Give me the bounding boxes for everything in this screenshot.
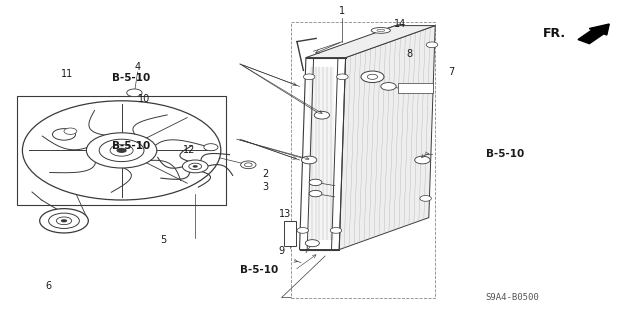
Circle shape bbox=[244, 163, 252, 167]
Circle shape bbox=[64, 128, 77, 134]
Circle shape bbox=[182, 160, 208, 173]
Circle shape bbox=[193, 165, 198, 168]
Text: 6: 6 bbox=[45, 281, 51, 292]
Circle shape bbox=[314, 111, 330, 119]
Text: 2: 2 bbox=[262, 169, 269, 180]
Polygon shape bbox=[339, 26, 435, 250]
Text: B-5-10: B-5-10 bbox=[486, 148, 525, 159]
Circle shape bbox=[426, 42, 438, 48]
Circle shape bbox=[116, 148, 127, 153]
Ellipse shape bbox=[371, 28, 390, 33]
Text: 11: 11 bbox=[61, 68, 74, 79]
Circle shape bbox=[303, 74, 315, 80]
Circle shape bbox=[22, 101, 221, 200]
FancyArrow shape bbox=[578, 24, 609, 44]
Text: 3: 3 bbox=[262, 182, 269, 192]
Circle shape bbox=[420, 196, 431, 201]
Text: 8: 8 bbox=[406, 49, 413, 60]
Text: 5: 5 bbox=[160, 235, 166, 245]
Circle shape bbox=[49, 213, 79, 228]
Circle shape bbox=[361, 71, 384, 83]
Circle shape bbox=[204, 144, 218, 151]
Text: 9: 9 bbox=[278, 246, 285, 256]
Circle shape bbox=[367, 74, 378, 79]
Circle shape bbox=[241, 161, 256, 169]
Circle shape bbox=[305, 240, 319, 247]
Text: 13: 13 bbox=[278, 209, 291, 220]
Circle shape bbox=[52, 129, 76, 140]
Circle shape bbox=[309, 190, 322, 197]
Circle shape bbox=[56, 217, 72, 225]
Text: 14: 14 bbox=[394, 19, 406, 29]
Polygon shape bbox=[309, 67, 334, 240]
Circle shape bbox=[330, 228, 342, 233]
Bar bbox=[398, 83, 433, 93]
Circle shape bbox=[297, 228, 308, 233]
Circle shape bbox=[381, 83, 396, 90]
Text: 10: 10 bbox=[138, 94, 150, 104]
Text: B-5-10: B-5-10 bbox=[112, 140, 150, 151]
Circle shape bbox=[40, 209, 88, 233]
Bar bbox=[17, 96, 226, 205]
Circle shape bbox=[337, 74, 348, 80]
Circle shape bbox=[309, 179, 322, 186]
Text: 1: 1 bbox=[339, 6, 346, 16]
Text: FR.: FR. bbox=[543, 27, 566, 40]
Circle shape bbox=[86, 133, 157, 168]
Bar bbox=[291, 22, 435, 298]
Text: 7: 7 bbox=[448, 67, 454, 77]
Text: 12: 12 bbox=[182, 145, 195, 156]
Circle shape bbox=[110, 145, 133, 156]
Circle shape bbox=[61, 219, 67, 222]
Circle shape bbox=[99, 139, 144, 162]
Text: B-5-10: B-5-10 bbox=[240, 265, 278, 276]
Circle shape bbox=[127, 89, 142, 97]
Polygon shape bbox=[306, 26, 435, 58]
Bar bbox=[284, 221, 296, 246]
Text: 4: 4 bbox=[134, 62, 141, 72]
Circle shape bbox=[301, 156, 317, 164]
Circle shape bbox=[415, 156, 430, 164]
Text: S9A4-B0500: S9A4-B0500 bbox=[485, 293, 539, 302]
Text: B-5-10: B-5-10 bbox=[112, 73, 150, 84]
Circle shape bbox=[189, 163, 202, 170]
Ellipse shape bbox=[377, 29, 385, 32]
